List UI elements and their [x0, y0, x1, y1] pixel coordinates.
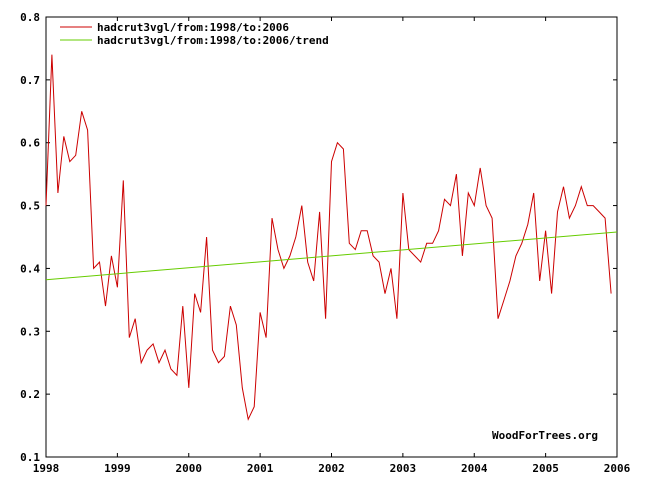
- watermark-text: WoodForTrees.org: [492, 429, 598, 442]
- y-tick-label: 0.3: [20, 325, 40, 338]
- series-line-1: [45, 231, 618, 281]
- legend: hadcrut3vgl/from:1998/to:2006hadcrut3vgl…: [60, 21, 329, 47]
- x-tick-label: 2000: [176, 462, 203, 475]
- x-tick-label: 2006: [604, 462, 631, 475]
- y-tick-label: 0.7: [20, 74, 40, 87]
- y-tick-label: 0.6: [20, 137, 40, 150]
- x-tick-label: 2002: [318, 462, 345, 475]
- series-layer: [45, 54, 618, 421]
- y-tick-label: 0.5: [20, 200, 40, 213]
- y-tick-label: 0.2: [20, 388, 40, 401]
- x-tick-label: 2001: [247, 462, 274, 475]
- y-tick-label: 0.4: [20, 262, 40, 275]
- x-tick-label: 1998: [33, 462, 60, 475]
- series-line-0: [45, 54, 612, 421]
- legend-label-1: hadcrut3vgl/from:1998/to:2006/trend: [97, 34, 329, 47]
- legend-label-0: hadcrut3vgl/from:1998/to:2006: [97, 21, 289, 34]
- y-tick-label: 0.8: [20, 11, 40, 24]
- x-tick-label: 1999: [104, 462, 131, 475]
- y-tick-label: 0.1: [20, 451, 40, 464]
- x-tick-label: 2004: [461, 462, 488, 475]
- plot-area: [45, 16, 618, 458]
- x-tick-label: 2005: [532, 462, 559, 475]
- x-tick-label: 2003: [390, 462, 417, 475]
- axes-layer: 1998 1999 2000 2001 2002 2003 2004 2005 2006 0.1 0…: [20, 11, 630, 475]
